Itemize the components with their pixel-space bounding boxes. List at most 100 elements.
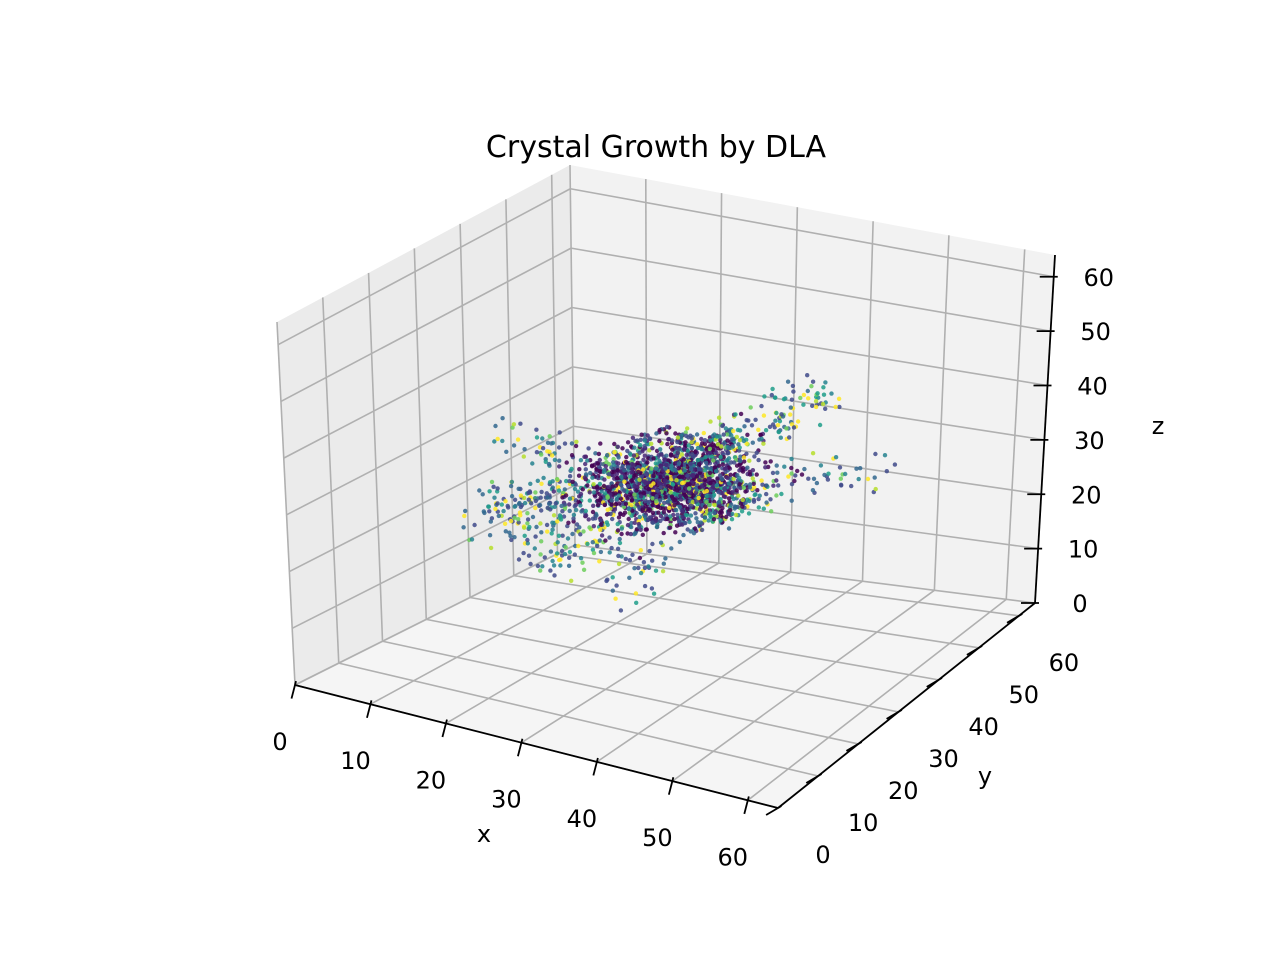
scatter-point [676,466,681,471]
scatter-point [505,503,510,509]
scatter-point [688,461,693,467]
scatter-point [688,513,694,518]
scatter-point [708,480,713,486]
x-tick-mark [441,719,448,738]
scatter-point [551,563,557,568]
scatter-point [647,548,652,554]
scatter-point [508,518,514,524]
scatter-point [642,453,647,458]
scatter-point [551,489,556,494]
scatter-point [609,498,614,503]
scatter-point [675,488,680,493]
scatter-point [578,458,584,463]
scatter-point [635,502,640,507]
scatter-point [638,494,644,499]
scatter-point [693,511,698,516]
scatter-point [737,482,742,487]
scatter-point [646,499,652,505]
scatter-point [675,512,680,517]
scatter-point [612,507,618,512]
scatter-point [806,396,811,401]
scatter-point [585,541,590,547]
scatter-point [619,531,624,537]
scatter-point [714,450,719,455]
scatter-point [849,483,854,489]
grid-floor-y [557,552,1020,617]
scatter-point [612,450,617,455]
scatter-point [666,483,671,489]
scatter-point [539,452,544,457]
scatter-point [694,499,699,504]
scatter-point [720,491,725,496]
scatter-point [798,395,803,401]
scatter-point [540,446,546,451]
scatter-point [843,471,848,477]
scatter-point [640,532,645,537]
x-tick-label: 40 [567,805,598,833]
grid-back-z [570,247,1051,332]
scatter-point [645,460,650,465]
scatter-point [715,476,720,481]
scatter-point [591,482,596,487]
scatter-point [764,500,769,505]
x-tick-label: 10 [340,747,371,775]
scatter-point [620,446,625,451]
scatter-point [616,553,621,559]
scatter-point [533,534,538,539]
scatter-point [810,451,816,456]
scatter-point [667,505,672,511]
scatter-point [534,524,539,530]
scatter-point [704,488,709,494]
scatter-point [657,427,662,433]
scatter-point [752,492,757,498]
scatter-point [757,493,762,498]
scatter-point [754,472,759,477]
scatter-point [646,487,651,492]
scatter-point [590,475,595,480]
scatter-point [589,463,595,468]
scatter-point [786,474,791,479]
scatter-point [738,411,744,417]
x-tick-mark [743,796,750,815]
scatter-point [744,441,749,446]
scatter-point [746,511,752,516]
scatter-point [723,466,728,471]
scatter-point [525,541,530,546]
scatter-point [656,481,662,486]
scatter-point [653,568,659,573]
scatter-point [502,521,508,526]
scatter-point [516,501,522,507]
y-axis-ticks: 0 10 20 30 40 50 60 [765,613,1079,869]
scatter-point [603,464,608,469]
scatter-point [637,477,642,482]
scatter-point [526,497,531,502]
x-tick-mark [592,757,599,776]
scatter-point [570,531,575,537]
scatter-point [521,454,526,459]
scatter-point [825,477,831,482]
scatter-point [725,438,730,443]
scatter-point [647,448,652,453]
y-tick-mark [805,773,823,784]
scatter-point [625,522,631,528]
scatter-point [681,532,686,538]
y-tick-label: 10 [848,809,879,837]
grid-left-y [367,272,384,642]
scatter-point [559,548,565,554]
scatter-point [585,458,590,463]
scatter-point [644,527,649,532]
scatter-point [730,489,735,495]
scatter-point [635,438,640,443]
scatter-point [892,462,898,467]
scatter-point [612,441,617,447]
scatter-point [784,426,789,431]
scatter-point [618,511,623,517]
scatter-point [673,507,678,512]
scatter-point [680,509,685,514]
scatter-point [542,555,547,560]
scatter-point [598,549,604,555]
scatter-point [624,459,629,465]
scatter-point [700,441,705,446]
scatter-point [489,479,495,485]
scatter-point [761,413,767,418]
